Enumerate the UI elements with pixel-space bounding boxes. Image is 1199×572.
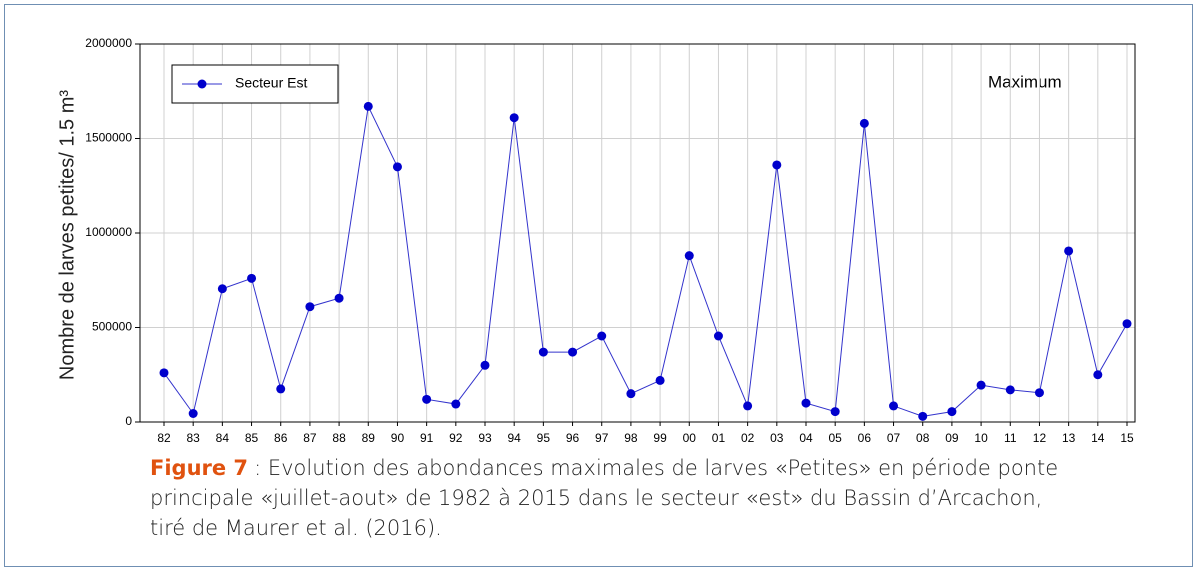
legend-label: Secteur Est	[235, 75, 307, 91]
x-tick-label: 95	[537, 431, 551, 445]
data-point	[217, 284, 227, 294]
data-point	[363, 101, 373, 111]
data-point	[568, 347, 578, 357]
x-tick-label: 00	[683, 431, 697, 445]
data-point	[1064, 246, 1074, 256]
data-point	[451, 399, 461, 409]
x-tick-label: 82	[157, 431, 171, 445]
x-tick-label: 90	[391, 431, 405, 445]
frame	[4, 4, 1193, 567]
x-tick-label: 11	[1004, 431, 1017, 445]
series-line	[163, 104, 1128, 417]
data-point	[947, 407, 957, 417]
data-point	[1005, 385, 1015, 395]
legend-marker	[197, 79, 207, 89]
data-point	[247, 273, 257, 283]
y-tick-label: 1500000	[85, 131, 132, 145]
data-point	[976, 380, 986, 390]
data-point	[772, 160, 782, 170]
data-point	[509, 113, 519, 123]
x-tick-label: 15	[1120, 431, 1134, 445]
x-tick-label: 98	[624, 431, 638, 445]
x-tick-label: 86	[274, 431, 288, 445]
y-tick-label: 1000000	[85, 225, 132, 239]
x-tick-label: 12	[1033, 431, 1047, 445]
x-tick-label: 08	[916, 431, 930, 445]
x-tick-label: 06	[858, 431, 872, 445]
x-tick-label: 99	[653, 431, 667, 445]
y-tick-label: 2000000	[85, 36, 132, 50]
x-tick-label: 07	[887, 431, 901, 445]
data-point	[918, 411, 928, 421]
data-point	[655, 375, 665, 385]
data-point	[480, 360, 490, 370]
x-tick-label: 97	[595, 431, 609, 445]
data-point	[334, 293, 344, 303]
data-point	[1093, 370, 1103, 380]
x-tick-label: 92	[449, 431, 463, 445]
data-point	[830, 407, 840, 417]
x-tick-label: 13	[1062, 431, 1076, 445]
x-tick-label: 03	[770, 431, 784, 445]
chart: Nombre de larves petites/ 1.5 m³ Maximum…	[56, 36, 1136, 445]
y-axis-label: Nombre de larves petites/ 1.5 m³	[56, 90, 78, 380]
data-point	[1034, 388, 1044, 398]
data-point	[743, 401, 753, 411]
data-point	[889, 401, 899, 411]
data-point	[159, 368, 169, 378]
x-tick-label: 05	[829, 431, 843, 445]
x-tick-label: 89	[362, 431, 376, 445]
data-point	[276, 384, 286, 394]
x-tick-label: 14	[1091, 431, 1105, 445]
x-tick-label: 94	[508, 431, 522, 445]
x-tick-label: 10	[974, 431, 988, 445]
caption-text: : Evolution des abondances maximales de …	[254, 456, 1059, 480]
data-point	[801, 398, 811, 408]
x-tick-label: 88	[332, 431, 346, 445]
caption-line: tiré de Maurer et al. (2016).	[150, 513, 1180, 543]
data-point	[597, 331, 607, 341]
caption-line: principale «juillet-aout» de 1982 à 2015…	[150, 483, 1180, 513]
data-point	[422, 394, 432, 404]
data-point	[305, 302, 315, 312]
plot-frame	[139, 43, 1136, 423]
data-point	[859, 118, 869, 128]
x-tick-label: 85	[245, 431, 259, 445]
x-tick-label: 09	[945, 431, 959, 445]
x-tick-label: 96	[566, 431, 580, 445]
data-point	[684, 251, 694, 261]
data-point	[392, 162, 402, 172]
x-tick-label: 93	[478, 431, 492, 445]
caption-text: principale «juillet-aout» de 1982 à 2015…	[150, 486, 1043, 510]
caption-label: Figure 7	[150, 456, 249, 480]
x-tick-label: 02	[741, 431, 755, 445]
x-tick-label: 83	[187, 431, 201, 445]
x-tick-label: 84	[216, 431, 230, 445]
x-tick-label: 91	[420, 431, 434, 445]
caption-line: Figure 7: Evolution des abondances maxim…	[150, 453, 1180, 483]
annotation: Maximum	[988, 72, 1062, 91]
data-point	[626, 389, 636, 399]
data-point	[188, 408, 198, 418]
y-tick-label: 0	[125, 414, 132, 428]
x-tick-label: 87	[303, 431, 317, 445]
x-tick-label: 01	[712, 431, 726, 445]
data-point	[1122, 319, 1132, 329]
data-point	[538, 347, 548, 357]
data-point	[713, 331, 723, 341]
caption: Figure 7: Evolution des abondances maxim…	[150, 453, 1180, 543]
x-tick-label: 04	[799, 431, 813, 445]
caption-text: tiré de Maurer et al. (2016).	[150, 516, 442, 540]
y-tick-label: 500000	[92, 320, 132, 334]
